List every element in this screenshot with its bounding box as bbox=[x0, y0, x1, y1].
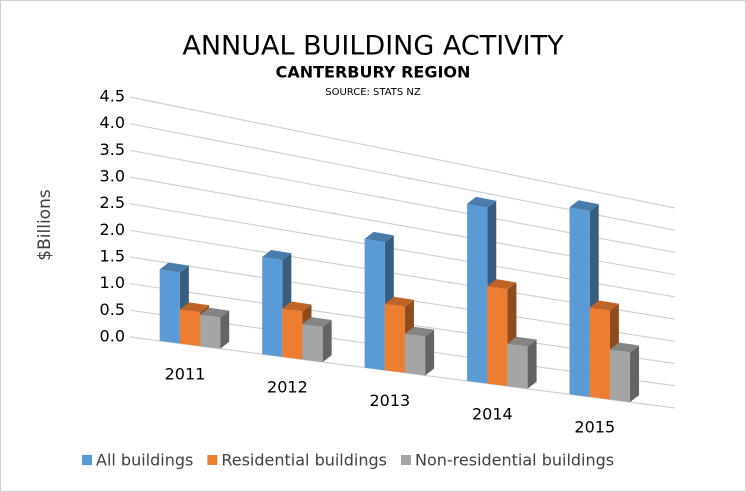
bar-top bbox=[384, 296, 414, 307]
bar-top bbox=[569, 200, 599, 212]
bar-top bbox=[179, 302, 210, 313]
x-tick-label: 2012 bbox=[267, 378, 308, 397]
bar-front bbox=[262, 256, 283, 357]
y-tick-label: 1.5 bbox=[100, 247, 125, 266]
bar-front bbox=[487, 286, 508, 387]
bar-front bbox=[200, 314, 221, 349]
y-tick-label: 1.0 bbox=[100, 273, 125, 292]
bar-top bbox=[589, 300, 619, 311]
bar bbox=[302, 317, 332, 363]
bar-top bbox=[200, 307, 230, 318]
bar-top bbox=[159, 262, 189, 273]
bar-top bbox=[262, 249, 292, 261]
bar-top bbox=[302, 317, 332, 327]
bar-front bbox=[569, 207, 590, 397]
bar-front bbox=[282, 308, 303, 360]
grid-line bbox=[129, 96, 676, 209]
bar-top bbox=[507, 336, 537, 347]
chart-title: ANNUAL BUILDING ACTIVITY bbox=[182, 31, 564, 62]
y-tick-label: 3.5 bbox=[100, 140, 125, 159]
y-tick-label: 0.0 bbox=[100, 327, 125, 346]
y-tick-label: 2.0 bbox=[100, 220, 125, 239]
x-tick-label: 2013 bbox=[370, 391, 411, 410]
bar-front bbox=[404, 333, 426, 376]
bar-top bbox=[364, 231, 394, 243]
bar-front bbox=[364, 238, 385, 371]
y-tick-label: 4.0 bbox=[100, 113, 125, 132]
y-tick-label: 2.5 bbox=[100, 193, 125, 212]
bar-side bbox=[527, 339, 537, 389]
bar bbox=[404, 326, 435, 376]
legend-label: Non-residential buildings bbox=[415, 451, 614, 470]
x-tick-label: 2014 bbox=[472, 404, 513, 423]
y-tick-label: 3.0 bbox=[100, 167, 125, 186]
y-axis-label: $Billions bbox=[35, 189, 55, 261]
bar-side bbox=[220, 310, 230, 349]
bar-top bbox=[609, 342, 640, 353]
x-tick-label: 2011 bbox=[165, 364, 206, 383]
bar-side bbox=[425, 329, 435, 376]
bar bbox=[507, 336, 537, 389]
bar-side bbox=[630, 345, 640, 403]
chart-subtitle: CANTERBURY REGION bbox=[276, 63, 471, 82]
bar-front bbox=[507, 343, 528, 389]
bar-top bbox=[467, 196, 497, 208]
bar bbox=[609, 342, 640, 403]
source: SOURCE: STATS NZ bbox=[325, 87, 421, 98]
bar-front bbox=[179, 309, 201, 347]
legend-swatch bbox=[207, 455, 218, 465]
x-tick-label: 2015 bbox=[574, 418, 615, 437]
bar bbox=[200, 307, 230, 349]
bar-top bbox=[487, 279, 517, 290]
legend-swatch bbox=[82, 455, 92, 465]
bar-front bbox=[609, 349, 631, 403]
bar-top bbox=[404, 326, 435, 337]
bar-front bbox=[159, 269, 180, 344]
bar-top bbox=[282, 301, 312, 312]
legend-swatch bbox=[400, 455, 411, 465]
y-tick-label: 4.5 bbox=[100, 87, 125, 106]
bar-front bbox=[302, 324, 323, 363]
legend-label: All buildings bbox=[96, 451, 193, 470]
bar-front bbox=[384, 303, 405, 373]
bar-side bbox=[322, 319, 332, 363]
bar-front bbox=[467, 203, 488, 384]
bar-front bbox=[589, 307, 610, 400]
legend-label: Residential buildings bbox=[221, 451, 387, 470]
y-tick-label: 0.5 bbox=[100, 300, 125, 319]
